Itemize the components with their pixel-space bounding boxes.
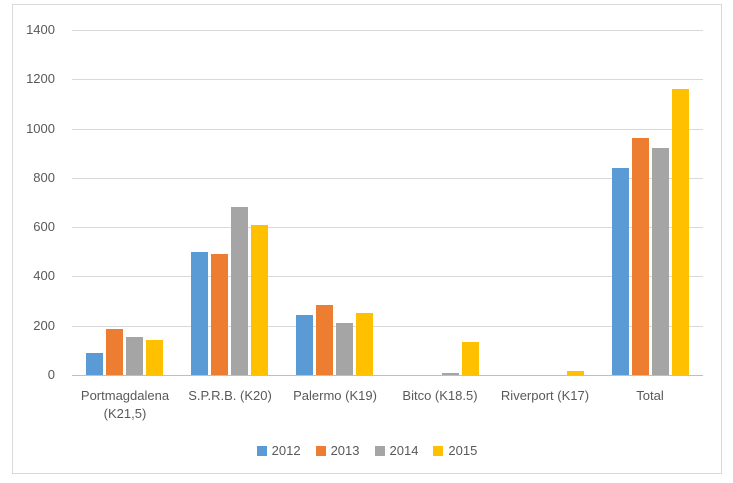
bar-2013-category-2 — [316, 305, 333, 375]
x-axis-label: S.P.R.B. (K20) — [188, 388, 272, 403]
bar-2015-category-5 — [672, 89, 689, 375]
legend-item-2012: 2012 — [256, 443, 301, 458]
gridline — [72, 276, 703, 277]
bar-2013-category-0 — [106, 329, 123, 375]
plot-area: 0 200 400 600 800 1000 1200 1400 Portmagdalena (… — [13, 5, 721, 473]
x-axis-label: Bitco (K18.5) — [402, 388, 478, 403]
gridline — [72, 178, 703, 179]
bar-2012-category-2 — [296, 315, 313, 375]
y-axis-label: 1000 — [26, 121, 55, 136]
gridline — [72, 79, 703, 80]
bar-2015-category-3 — [462, 342, 479, 375]
y-axis-label: 1200 — [26, 71, 55, 86]
x-axis-label: Portmagdalena (K21,5) — [80, 388, 170, 421]
bar-2014-category-0 — [126, 337, 143, 375]
legend-item-2015: 2015 — [433, 443, 477, 458]
legend-item-2014: 2014 — [374, 443, 419, 458]
y-axis-label: 800 — [33, 170, 55, 185]
bar-2012-category-1 — [191, 252, 208, 375]
bar-2014-category-2 — [336, 323, 353, 375]
legend-swatch-2013 — [315, 445, 326, 456]
legend-swatch-2012 — [256, 445, 267, 456]
x-axis-label: Palermo (K19) — [293, 388, 377, 403]
y-axis-label: 600 — [33, 219, 55, 234]
bar-2014-category-3 — [442, 373, 459, 375]
y-axis-label: 400 — [33, 268, 55, 283]
legend-label: 2015 — [448, 443, 478, 458]
legend: 2012 2013 2014 2015 — [13, 443, 721, 458]
bar-2015-category-2 — [356, 313, 373, 375]
bar-2013-category-5 — [632, 138, 649, 375]
legend-item-2013: 2013 — [315, 443, 360, 458]
y-axis-label: 200 — [33, 318, 55, 333]
bar-2014-category-5 — [652, 148, 669, 375]
x-axis-label: Riverport (K17) — [500, 388, 590, 403]
bar-2012-category-0 — [86, 353, 103, 375]
bar-2015-category-0 — [146, 340, 163, 375]
bar-2015-category-4 — [567, 371, 584, 375]
bar-2014-category-1 — [231, 207, 248, 375]
gridline — [72, 30, 703, 31]
bar-2012-category-5 — [612, 168, 629, 375]
gridline — [72, 227, 703, 228]
y-axis-label: 1400 — [26, 22, 55, 37]
x-axis-line — [72, 375, 703, 376]
bar-2015-category-1 — [251, 225, 268, 375]
y-axis-label: 0 — [47, 367, 55, 382]
gridline — [72, 326, 703, 327]
legend-label: 2013 — [330, 443, 360, 458]
gridline — [72, 129, 703, 130]
legend-swatch-2014 — [374, 445, 385, 456]
legend-swatch-2015 — [433, 445, 444, 456]
chart-frame: 0 200 400 600 800 1000 1200 1400 Portmagdalena (… — [12, 4, 722, 474]
bar-2013-category-1 — [211, 254, 228, 375]
legend-label: 2014 — [389, 443, 419, 458]
x-axis-label: Total — [636, 388, 664, 403]
legend-label: 2012 — [271, 443, 301, 458]
